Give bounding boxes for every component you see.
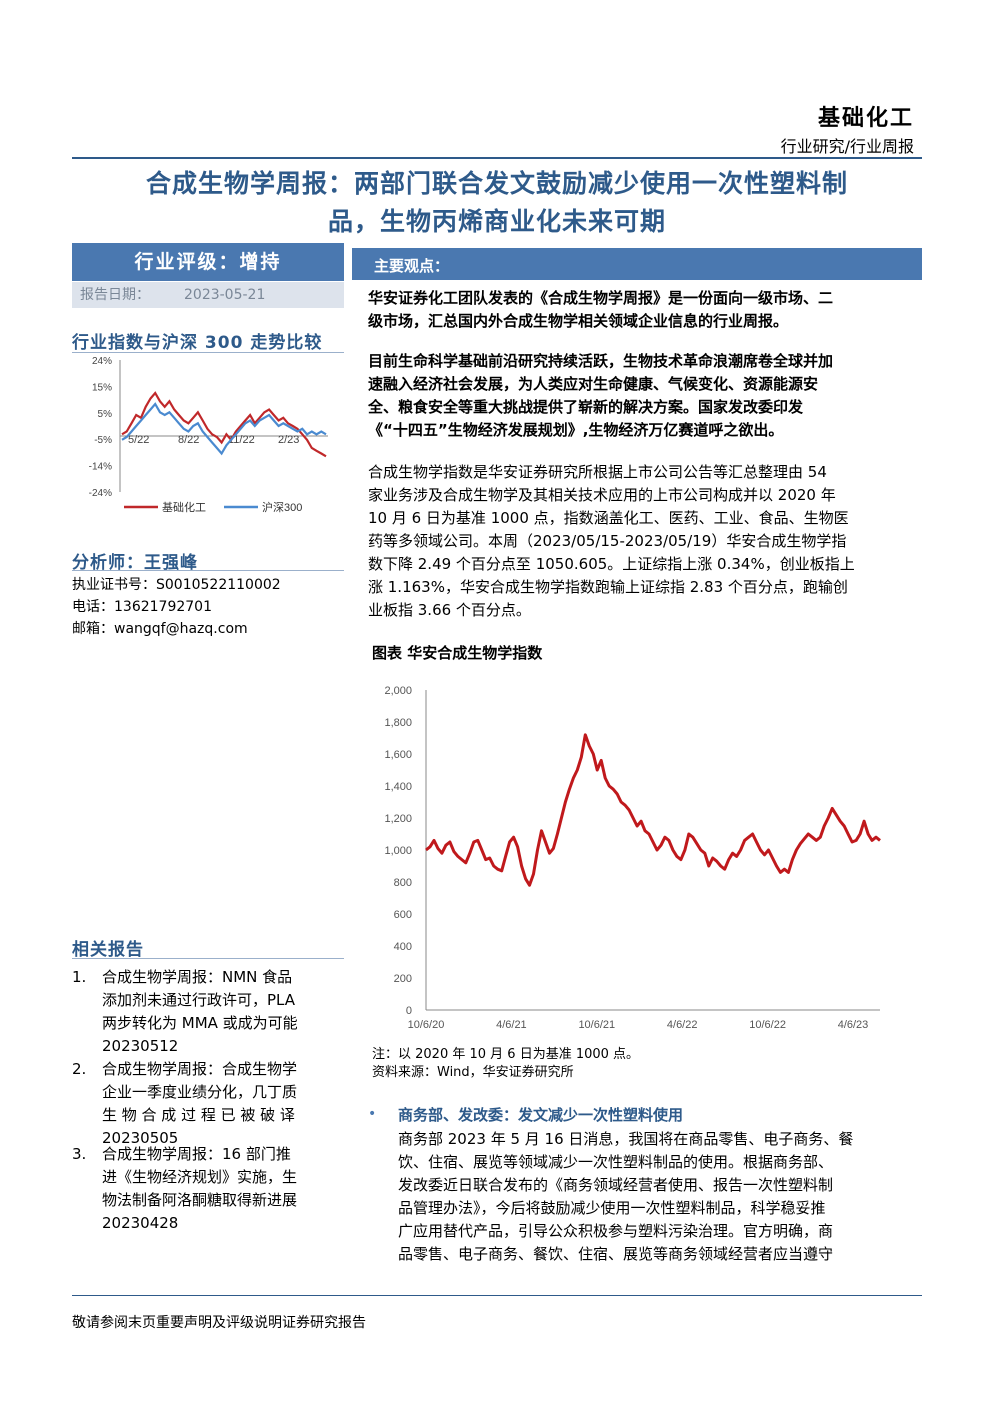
related-report-text: 物法制备阿洛酮糖取得新进展	[102, 1191, 298, 1209]
section-divider	[72, 958, 344, 959]
y-tick-label: 5%	[98, 409, 113, 420]
report-date-value: 2023-05-21	[184, 287, 266, 303]
x-tick-label: 5/22	[128, 434, 149, 446]
paragraph-index-line: 业板指 3.66 个百分点。	[368, 601, 531, 619]
related-report-date: 20230428	[102, 1214, 179, 1232]
y-tick-label: 2,000	[384, 685, 412, 697]
related-report-number: 3.	[72, 1145, 87, 1163]
y-tick-label: 600	[394, 909, 412, 921]
related-report-date: 20230505	[102, 1129, 179, 1147]
x-tick-label: 2/23	[278, 434, 299, 446]
x-tick-label: 10/6/22	[749, 1019, 786, 1031]
key-points-label: 主要观点：	[374, 257, 450, 275]
paragraph-index-line: 药等多领域公司。本周（2023/05/15-2023/05/19）华安合成生物学…	[368, 532, 847, 550]
section-divider	[72, 570, 344, 571]
y-tick-label: -14%	[89, 462, 112, 473]
y-tick-label: 1,400	[384, 781, 412, 793]
related-report-text: 两步转化为 MMA 或成为可能	[102, 1014, 298, 1032]
related-report-number: 2.	[72, 1060, 87, 1078]
y-tick-label: 800	[394, 877, 412, 889]
y-tick-label: 1,200	[384, 813, 412, 825]
synbio-index-chart: 0 200 400 600 800 1,000 1,200 1,400 1,600 1,800 2,…	[384, 685, 881, 1031]
x-tick-label: 4/6/21	[496, 1019, 527, 1031]
report-title-line2: 品，生物丙烯商业化未来可期	[327, 207, 666, 236]
paragraph-index-line: 数下降 2.49 个百分点至 1050.605。上证综指上涨 0.34%，创业板…	[368, 555, 855, 573]
related-report-text: 企业一季度业绩分化，几丁质	[102, 1083, 298, 1101]
bullet-paragraph-line: 饮、住宿、展览等领域减少一次性塑料制品的使用。根据商务部、	[398, 1153, 834, 1171]
x-tick-label: 10/6/21	[578, 1019, 615, 1031]
figure-source: 资料来源：Wind，华安证券研究所	[372, 1065, 574, 1080]
y-tick-label: 400	[394, 941, 412, 953]
paragraph-index-line: 家业务涉及合成生物学及其相关技术应用的上市公司构成并以 2020 年	[368, 486, 836, 504]
y-tick-label: 24%	[92, 356, 112, 367]
paragraph-index-line: 涨 1.163%，华安合成生物学指数跑输上证综指 2.83 个百分点，跑输创	[368, 578, 848, 596]
y-tick-label: 1,000	[384, 845, 412, 857]
index-compare-title: 行业指数与沪深 300 走势比较	[72, 333, 323, 353]
bullet-paragraph-line: 发改委近日联合发布的《商务领域经营者使用、报告一次性塑料制	[398, 1176, 834, 1194]
industry-rating: 行业评级：增持	[72, 243, 344, 281]
x-tick-label: 4/6/23	[838, 1019, 869, 1031]
related-report-text: 生 物 合 成 过 程 已 被 破 译	[102, 1106, 295, 1124]
header-divider	[72, 157, 922, 159]
related-report-text: 合成生物学周报：16 部门推	[102, 1145, 291, 1163]
x-tick-label: 8/22	[178, 434, 199, 446]
sector-label: 基础化工	[817, 106, 914, 131]
y-tick-label: -5%	[94, 435, 112, 446]
figure-note: 注：以 2020 年 10 月 6 日为基准 1000 点。	[372, 1047, 640, 1062]
related-report-text: 添加剂未通过行政许可，PLA	[102, 991, 296, 1009]
series-line	[121, 402, 327, 456]
legend-label: 基础化工	[162, 500, 206, 514]
license-number: 执业证书号：S0010522110002	[72, 577, 281, 593]
bullet-paragraph-line: 品管理办法》，今后将鼓励减少使用一次性塑料制品，科学稳妥推	[398, 1199, 826, 1217]
series-line	[425, 733, 881, 887]
analyst-email[interactable]: 邮箱：wangqf@hazq.com	[72, 621, 248, 637]
report-date: 报告日期： 2023-05-21	[72, 282, 344, 308]
analyst-title: 分析师：王强峰	[72, 553, 198, 573]
y-tick-label: 200	[394, 973, 412, 985]
report-title-line1: 合成生物学周报：两部门联合发文鼓励减少使用一次性塑料制	[145, 169, 848, 198]
legend-label: 沪深300	[262, 500, 302, 514]
related-report-item[interactable]: 3. 合成生物学周报：16 部门推 进《生物经济规划》实施，生 物法制备阿洛酮糖…	[72, 1143, 344, 1235]
section-divider	[72, 352, 344, 353]
paragraph-context-line: 全、粮食安全等重大挑战提供了崭新的解决方案。国家发改委印发	[368, 398, 804, 416]
y-tick-label: 1,800	[384, 717, 412, 729]
key-points-header: 主要观点：	[352, 248, 922, 280]
footer-disclaimer: 敬请参阅末页重要声明及评级说明证券研究报告	[72, 1315, 366, 1331]
bullet-icon: •	[368, 1106, 377, 1122]
related-report-item[interactable]: 2. 合成生物学周报：合成生物学 企业一季度业绩分化，几丁质 生 物 合 成 过…	[72, 1058, 344, 1150]
footer-divider	[72, 1295, 922, 1296]
x-tick-label: 10/6/20	[408, 1019, 445, 1031]
bullet-paragraph-line: 广应用替代产品，引导公众积极参与塑料污染治理。官方明确，商	[398, 1222, 834, 1240]
y-tick-label: 0	[406, 1005, 412, 1017]
paragraph-context-line: 速融入经济社会发展，为人类应对生命健康、气候变化、资源能源安	[368, 375, 819, 393]
index-compare-chart: 24%15%5%-5%-14%-24% 5/22 8/22 11/22 2/23 基础…	[89, 356, 328, 514]
paragraph-intro-line: 华安证券化工团队发表的《合成生物学周报》是一份面向一级市场、二	[368, 289, 834, 307]
report-type-label: 行业研究/行业周报	[780, 137, 914, 156]
y-tick-label: -24%	[89, 488, 112, 499]
analyst-phone: 电话：13621792701	[72, 599, 212, 615]
y-tick-label: 1,600	[384, 749, 412, 761]
paragraph-context-line: 目前生命科学基础前沿研究持续活跃，生物技术革命浪潮席卷全球并加	[368, 352, 834, 370]
paragraph-index-line: 10 月 6 日为基准 1000 点，指数涵盖化工、医药、工业、食品、生物医	[368, 509, 849, 527]
paragraph-context-line: 《“十四五”生物经济发展规划》,生物经济万亿赛道呼之欲出。	[368, 421, 784, 439]
related-report-item[interactable]: 1. 合成生物学周报：NMN 食品 添加剂未通过行政许可，PLA 两步转化为 M…	[72, 966, 344, 1058]
related-report-text: 进《生物经济规划》实施，生	[102, 1168, 298, 1186]
paragraph-intro-line: 级市场，汇总国内外合成生物学相关领域企业信息的行业周报。	[368, 312, 789, 330]
bullet-title: 商务部、发改委：发文减少一次性塑料使用	[398, 1106, 684, 1124]
related-report-number: 1.	[72, 968, 87, 986]
related-report-text: 合成生物学周报：NMN 食品	[102, 968, 293, 986]
related-report-text: 合成生物学周报：合成生物学	[102, 1060, 298, 1078]
related-reports-title: 相关报告	[72, 940, 144, 960]
bullet-paragraph-line: 商务部 2023 年 5 月 16 日消息，我国将在商品零售、电子商务、餐	[398, 1130, 854, 1148]
bullet-paragraph-line: 品零售、电子商务、餐饮、住宿、展览等商务领域经营者应当遵守	[398, 1245, 834, 1263]
series-line	[121, 391, 327, 458]
x-tick-label: 4/6/22	[667, 1019, 698, 1031]
figure-title: 图表 华安合成生物学指数	[372, 644, 543, 662]
related-report-date: 20230512	[102, 1037, 179, 1055]
y-tick-label: 15%	[92, 382, 112, 393]
report-date-label: 报告日期：	[80, 287, 150, 303]
paragraph-index-line: 合成生物学指数是华安证券研究所根据上市公司公告等汇总整理由 54	[368, 463, 827, 481]
